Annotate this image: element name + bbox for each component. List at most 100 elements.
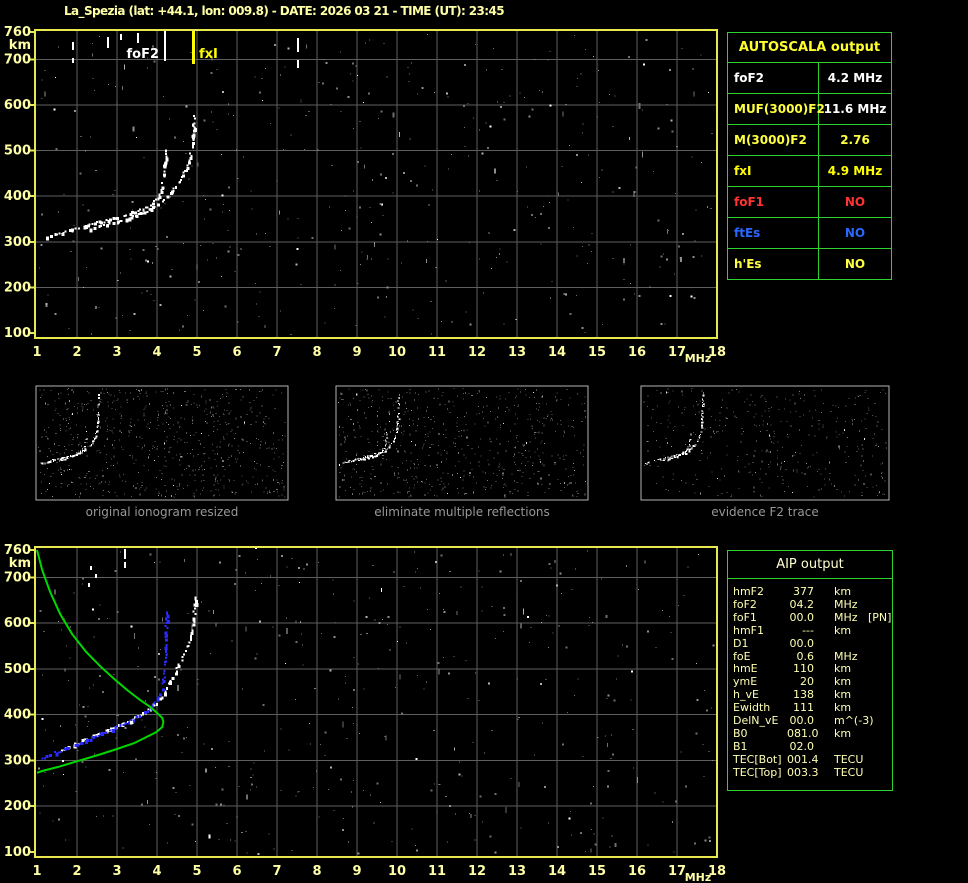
noise-dot — [462, 388, 464, 389]
noise-dot — [299, 621, 301, 623]
noise-dot — [710, 427, 712, 428]
thumb-trace-dot — [699, 434, 701, 435]
noise-dot — [340, 467, 342, 469]
noise-dot — [408, 496, 410, 498]
aip-cell-l: DelN_vE — [733, 714, 779, 728]
noise-dot — [179, 482, 181, 485]
noise-dot — [110, 458, 112, 460]
noise-dot — [861, 455, 863, 458]
aip-cell-l: B0 — [733, 726, 748, 740]
thumb-trace-dot — [48, 460, 50, 462]
noise-dot — [803, 414, 804, 416]
noise-dot — [882, 462, 884, 464]
trace-dot — [193, 122, 196, 125]
noise-dot — [283, 486, 285, 487]
trace-dot — [163, 672, 165, 675]
noise-dot — [107, 391, 108, 393]
trace-dot — [164, 690, 167, 694]
noise-dot — [505, 450, 507, 453]
noise-dot — [220, 154, 222, 155]
noise-dot — [225, 423, 227, 425]
noise-dot — [374, 241, 376, 247]
noise-dot — [65, 402, 66, 405]
noise-dot — [212, 121, 214, 123]
noise-dot — [259, 447, 261, 449]
noise-dot — [221, 788, 224, 791]
noise-dot — [77, 407, 79, 409]
noise-dot — [187, 400, 189, 402]
noise-dot — [141, 438, 143, 440]
noise-dot — [753, 486, 755, 489]
noise-dot — [364, 492, 366, 494]
noise-dot — [58, 398, 60, 400]
noise-dot — [555, 396, 557, 398]
noise-dot — [459, 761, 461, 763]
noise-dot — [704, 428, 706, 430]
thumb-trace-dot — [386, 448, 388, 450]
noise-dot — [565, 103, 567, 105]
noise-dot — [303, 568, 305, 570]
noise-dot — [281, 392, 283, 394]
noise-dot — [410, 495, 412, 497]
autoscala-row-ftes: ftEs NO — [728, 218, 891, 249]
thumb-trace-dot — [366, 457, 369, 459]
thumb-trace-dot — [687, 446, 689, 448]
noise-dot — [591, 233, 593, 235]
noise-dot — [198, 469, 200, 471]
noise-dot — [229, 246, 231, 248]
noise-dot — [799, 452, 801, 454]
thumb-trace-dot — [646, 463, 649, 465]
noise-dot — [205, 408, 207, 410]
noise-dot — [250, 789, 252, 791]
noise-dot — [462, 487, 464, 489]
noise-dot — [565, 468, 567, 470]
noise-dot — [678, 604, 680, 606]
trace-dot — [192, 133, 196, 138]
noise-dot — [202, 469, 204, 471]
noise-dot — [376, 444, 378, 446]
trace-dot — [124, 214, 127, 217]
noise-dot — [847, 455, 849, 457]
noise-dot — [574, 435, 576, 437]
noise-dot — [99, 674, 101, 677]
noise-dot — [185, 736, 187, 738]
noise-dot — [227, 423, 229, 425]
noise-dot — [708, 408, 710, 410]
noise-dot — [773, 442, 775, 444]
noise-dot — [152, 445, 154, 447]
noise-dot — [860, 464, 862, 467]
aip-cell-u: MHz — [834, 649, 858, 663]
trace-dot — [114, 217, 117, 220]
noise-dot — [588, 154, 590, 156]
noise-dot — [371, 453, 373, 455]
noise-dot — [205, 402, 207, 404]
thumbnail-caption-evidence: evidence F2 trace — [711, 505, 819, 519]
noise-dot — [808, 434, 810, 436]
noise-dot — [826, 436, 828, 438]
thumb-trace-dot — [398, 396, 400, 399]
noise-dot — [197, 683, 199, 685]
noise-dot — [719, 420, 721, 421]
thumb-trace-dot — [372, 454, 373, 456]
noise-dot — [844, 451, 846, 453]
noise-dot — [44, 91, 46, 97]
noise-dot — [422, 481, 424, 483]
noise-dot — [549, 202, 551, 204]
thumb-trace-dot — [99, 403, 101, 405]
thumb-trace-dot — [698, 436, 701, 438]
noise-dot — [755, 440, 757, 442]
thumb-trace-dot — [699, 437, 701, 439]
noise-dot — [278, 495, 280, 497]
noise-dot — [64, 618, 66, 620]
thumb-trace-dot — [657, 459, 660, 461]
noise-dot — [172, 407, 174, 409]
noise-dot — [571, 425, 573, 427]
noise-dot — [768, 451, 770, 453]
noise-dot — [340, 392, 342, 395]
noise-dot — [762, 420, 764, 422]
noise-dot — [155, 777, 157, 779]
trace-dot — [157, 197, 160, 201]
noise-dot — [104, 420, 106, 422]
noise-dot — [356, 724, 358, 726]
